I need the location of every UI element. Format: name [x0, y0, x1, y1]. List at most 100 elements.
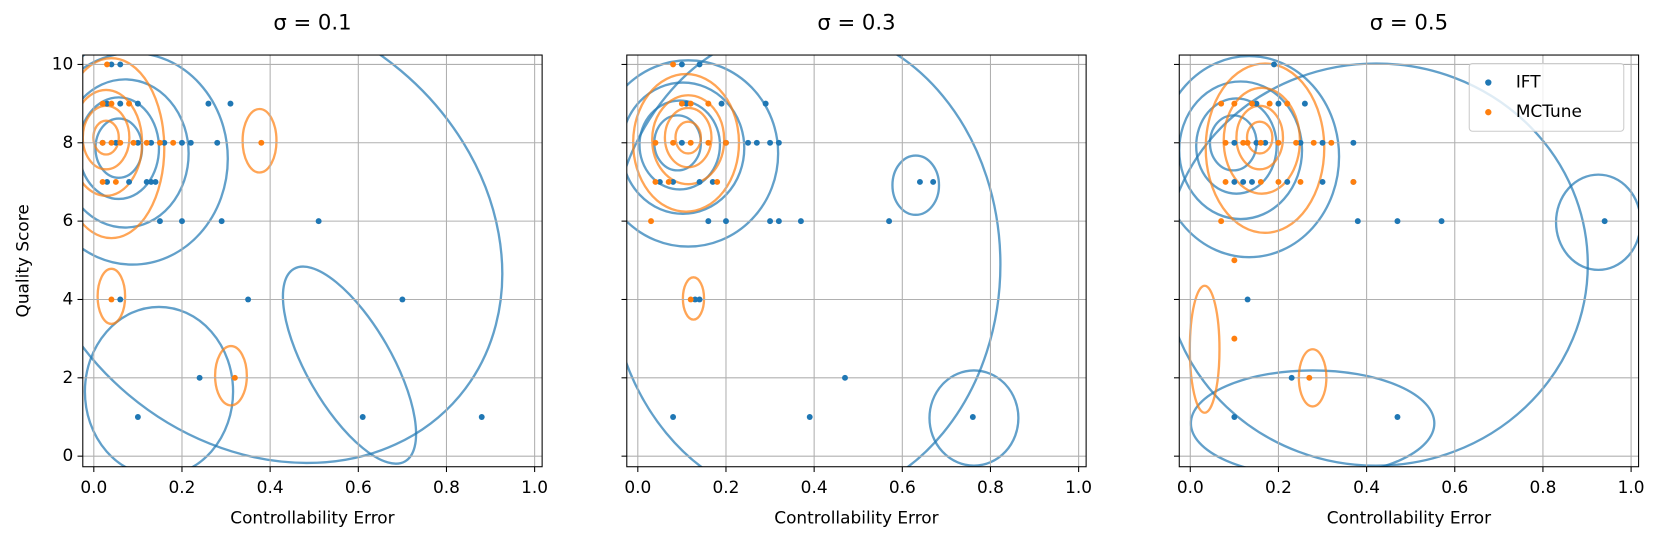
point — [148, 178, 155, 185]
point — [1319, 139, 1326, 146]
point — [1297, 139, 1304, 146]
y-tick-label: 0 — [62, 445, 73, 465]
point — [1231, 414, 1238, 420]
point — [1284, 100, 1291, 107]
x-axis-label: Controllability Error — [774, 508, 938, 528]
point — [705, 100, 712, 107]
point — [196, 374, 203, 381]
point — [108, 100, 115, 107]
point — [1257, 139, 1264, 146]
x-tick-label: 0.4 — [1353, 477, 1380, 497]
point — [762, 100, 769, 107]
point — [806, 414, 813, 420]
point — [687, 296, 694, 303]
point — [1231, 139, 1238, 146]
x-tick-label: 0.8 — [977, 477, 1004, 497]
y-axis-label: Quality Score — [13, 204, 33, 317]
point — [767, 218, 774, 225]
x-tick-label: 1.0 — [521, 477, 548, 497]
point — [1231, 335, 1238, 342]
x-tick-label: 0.0 — [624, 477, 651, 497]
point — [1253, 100, 1260, 107]
point — [1275, 139, 1282, 146]
point — [797, 218, 804, 225]
point — [775, 218, 782, 225]
point — [134, 139, 141, 146]
point — [99, 178, 106, 185]
point — [117, 296, 124, 303]
point — [745, 139, 751, 146]
point — [179, 139, 185, 146]
point — [1288, 374, 1295, 381]
panel-title: σ = 0.1 — [273, 9, 351, 34]
point — [705, 218, 712, 225]
point — [886, 218, 893, 225]
axes-frame — [626, 54, 1087, 468]
point — [916, 178, 923, 185]
point — [1218, 218, 1225, 225]
point — [696, 296, 703, 303]
point — [1240, 139, 1247, 146]
point — [1218, 100, 1225, 107]
point — [767, 139, 774, 146]
point — [134, 414, 141, 420]
x-tick-label: 0.0 — [1177, 477, 1204, 497]
legend-marker — [1485, 109, 1492, 116]
point — [1297, 178, 1304, 185]
point — [687, 139, 694, 146]
point — [1275, 178, 1282, 185]
x-tick-label: 0.8 — [1529, 477, 1556, 497]
point — [842, 374, 848, 381]
y-tick-label: 8 — [62, 132, 73, 152]
point — [161, 139, 168, 146]
legend-marker — [1485, 79, 1492, 86]
point — [359, 414, 366, 420]
point — [1328, 139, 1335, 146]
point — [1244, 139, 1251, 146]
point — [1293, 139, 1300, 146]
point — [117, 100, 124, 107]
point — [1262, 139, 1269, 146]
point — [112, 139, 119, 146]
point — [1244, 296, 1251, 303]
point — [134, 100, 141, 107]
point — [143, 178, 150, 185]
point — [692, 296, 699, 303]
point — [1222, 178, 1229, 185]
point — [714, 178, 721, 185]
point — [678, 139, 685, 146]
point — [1354, 218, 1361, 225]
point — [1240, 178, 1247, 185]
density-contours — [82, 55, 504, 467]
point — [1601, 218, 1608, 225]
point — [1394, 218, 1401, 225]
y-tick-label: 4 — [62, 288, 73, 308]
point — [723, 218, 729, 225]
x-tick-label: 0.6 — [345, 477, 372, 497]
point — [227, 100, 234, 107]
point — [696, 178, 703, 185]
point — [148, 139, 155, 146]
point — [108, 296, 115, 303]
x-tick-label: 0.4 — [801, 477, 828, 497]
point — [1275, 100, 1282, 107]
axes-frame — [82, 54, 543, 468]
y-tick-label: 2 — [62, 367, 73, 387]
x-tick-label: 0.6 — [889, 477, 916, 497]
point — [104, 61, 111, 68]
point — [670, 61, 677, 68]
x-tick-label: 0.2 — [1265, 477, 1292, 497]
x-tick-label: 0.4 — [257, 477, 284, 497]
point — [245, 296, 252, 303]
point — [930, 178, 937, 185]
point — [143, 139, 150, 146]
point — [1271, 61, 1277, 68]
point — [117, 61, 124, 68]
legend-label: IFT — [1516, 72, 1541, 92]
point — [969, 414, 976, 420]
point — [723, 139, 729, 146]
panel-title: σ = 0.5 — [1370, 9, 1448, 34]
point — [1249, 100, 1255, 107]
panel-title: σ = 0.3 — [817, 9, 895, 34]
